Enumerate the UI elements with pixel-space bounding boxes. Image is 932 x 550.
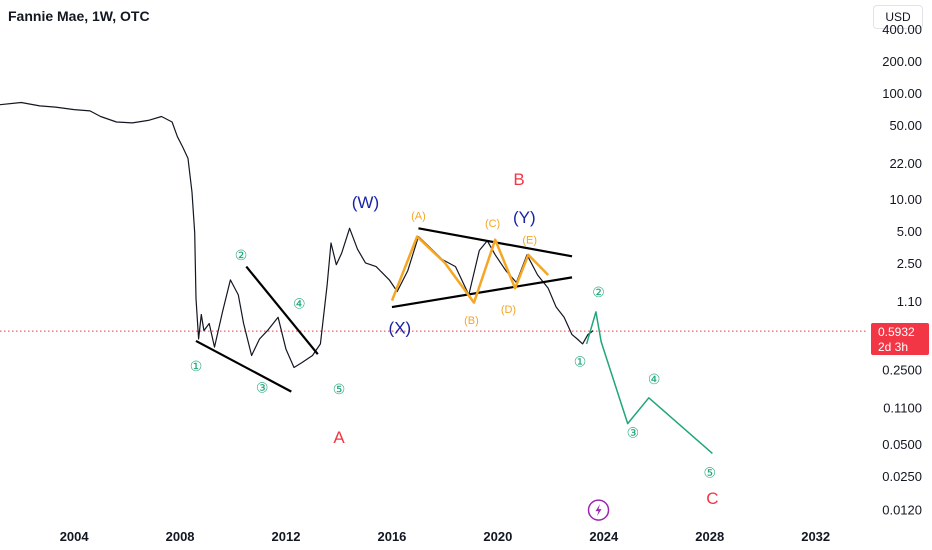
wave-label-20: ⑤ (703, 464, 716, 480)
y-tick-6: 10.00 (889, 192, 922, 207)
orange-zigzag-line (390, 235, 550, 304)
y-axis: 400.00 200.00 100.00 50.00 22.00 10.00 5.00 2.5… (882, 22, 922, 518)
y-tick-7: 5.00 (897, 224, 922, 239)
x-tick-7: 2028 (695, 529, 724, 544)
wave-label-17: ② (592, 284, 605, 300)
y-tick-12: 0.0500 (882, 437, 922, 452)
currency-button[interactable]: USD (873, 5, 923, 29)
current-price-tag: 0.5932 2d 3h (871, 323, 929, 355)
y-tick-11: 0.1100 (883, 400, 922, 415)
wave-label-15: (Y) (513, 208, 536, 227)
y-tick-3: 100.00 (882, 86, 922, 101)
y-tick-1: 400.00 (882, 22, 922, 37)
wave-label-13: (E) (522, 235, 537, 247)
price-series (0, 101, 594, 369)
x-tick-3: 2012 (272, 529, 301, 544)
wave-label-10: (B) (464, 315, 479, 327)
wave-label-3: ③ (256, 380, 269, 396)
y-tick-13: 0.0250 (882, 469, 922, 484)
y-tick-10: 0.2500 (882, 362, 922, 377)
x-tick-8: 2032 (801, 529, 830, 544)
triangle-line-1 (195, 339, 292, 393)
wave-label-4: ④ (293, 295, 306, 311)
wave-label-16: ① (574, 353, 587, 369)
orange-zigzag (390, 235, 550, 304)
wave-label-8: (X) (389, 319, 412, 338)
wave-label-21: C (706, 489, 718, 508)
wave-label-7: (W) (352, 193, 379, 212)
bar-countdown: 2d 3h (878, 340, 909, 354)
wave-label-1: ① (190, 358, 203, 374)
x-tick-5: 2020 (483, 529, 512, 544)
x-tick-2: 2008 (166, 529, 195, 544)
y-tick-8: 2.50 (897, 256, 922, 271)
wave-label-11: (C) (485, 218, 500, 230)
current-price-value: 0.5932 (878, 325, 915, 339)
y-tick-5: 22.00 (889, 156, 922, 171)
triangle-line-2 (245, 265, 319, 355)
projection-path (585, 311, 713, 454)
lightning-bolt (595, 504, 602, 517)
x-axis: 2004 2008 2012 2016 2020 2024 2028 2032 (60, 529, 830, 544)
wave-label-19: ④ (648, 371, 661, 387)
y-tick-4: 50.00 (889, 118, 922, 133)
lightning-icon[interactable] (587, 499, 610, 521)
projection-line (585, 311, 713, 454)
wave-label-9: (A) (411, 210, 426, 222)
x-tick-1: 2004 (60, 529, 90, 544)
y-tick-14: 0.0120 (882, 503, 922, 518)
x-tick-6: 2024 (589, 529, 619, 544)
x-tick-4: 2016 (377, 529, 406, 544)
chart-title: Fannie Mae, 1W, OTC (8, 8, 150, 24)
y-tick-2: 200.00 (882, 54, 922, 69)
y-tick-9: 1.10 (897, 294, 922, 309)
triangle-line-4 (391, 276, 573, 309)
wave-labels: ① ② ③ ④ ⑤ A (W) (X) (A) (B) (C) (D) (E) B (Y) ① ② ③ ④ ⑤ C (190, 170, 719, 508)
wave-label-2: ② (235, 247, 248, 263)
wave-label-18: ③ (627, 425, 640, 441)
price-line (0, 101, 594, 369)
wave-label-14: B (513, 170, 524, 189)
wave-label-5: ⑤ (333, 381, 346, 397)
wave-label-12: (D) (501, 304, 516, 316)
wave-label-6: A (333, 428, 345, 447)
